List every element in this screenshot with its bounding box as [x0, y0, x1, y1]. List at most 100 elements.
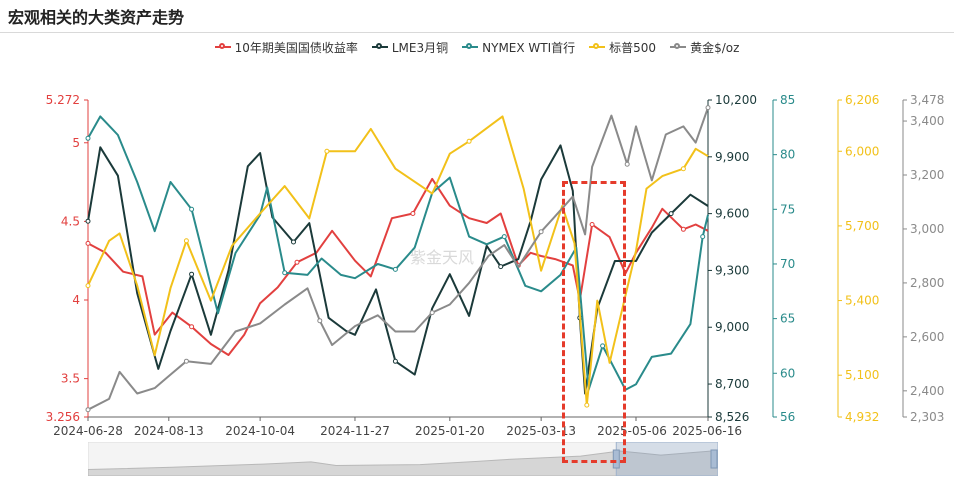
y-tick-label-treasury: 4: [72, 293, 80, 307]
series-point-copper: [85, 218, 91, 224]
x-tick-label: 2024-06-28: [53, 424, 123, 438]
series-point-sp500: [584, 402, 590, 408]
series-point-sp500: [466, 138, 472, 144]
series-point-gold: [705, 105, 711, 111]
y-tick-label-copper: 9,000: [715, 320, 749, 334]
y-tick-label-copper: 8,700: [715, 377, 749, 391]
series-point-gold: [85, 407, 91, 413]
page-title: 宏观相关的大类资产走势: [8, 8, 185, 27]
y-tick-label-wti: 80: [780, 148, 795, 162]
legend-swatch-copper: [371, 43, 388, 49]
y-tick-label-sp500: 4,932: [845, 410, 879, 424]
y-tick-label-wti: 56: [780, 410, 795, 424]
series-point-treasury: [589, 222, 595, 227]
series-point-gold: [183, 358, 189, 364]
zoom-handle-left[interactable]: [612, 449, 620, 469]
series-point-treasury: [294, 259, 300, 265]
zoom-slider[interactable]: [87, 441, 719, 477]
y-tick-label-treasury: 4.5: [61, 214, 80, 228]
legend-label-copper: LME3月铜: [391, 40, 449, 55]
series-point-gold: [317, 318, 323, 324]
y-tick-label-wti: 65: [780, 312, 795, 326]
y-tick-label-gold: 3,000: [910, 222, 944, 236]
legend-item-gold[interactable]: 黄金$/oz: [670, 36, 739, 58]
series-point-sp500: [324, 148, 330, 154]
y-tick-label-treasury: 5.272: [46, 93, 80, 107]
legend-swatch-sp500: [589, 43, 606, 49]
legend-swatch-wti: [462, 43, 479, 49]
y-tick-label-sp500: 6,000: [845, 144, 879, 158]
series-point-gold: [429, 310, 435, 316]
y-tick-label-wti: 60: [780, 366, 795, 380]
y-tick-label-gold: 3,478: [910, 93, 944, 107]
series-point-treasury: [410, 211, 416, 216]
y-tick-label-sp500: 5,100: [845, 368, 879, 382]
series-point-wti: [501, 234, 507, 240]
y-tick-label-copper: 9,600: [715, 207, 749, 221]
y-tick-label-sp500: 6,206: [845, 93, 879, 107]
legend-label-sp500: 标普500: [609, 40, 657, 55]
series-point-wti: [189, 206, 195, 212]
series-point-copper: [498, 264, 504, 270]
series-point-wti: [600, 343, 606, 349]
legend-item-copper[interactable]: LME3月铜: [371, 36, 449, 58]
series-point-treasury: [680, 226, 686, 232]
legend-item-wti[interactable]: NYMEX WTI首行: [462, 36, 575, 58]
series-point-wti: [392, 266, 398, 272]
y-tick-label-gold: 2,800: [910, 276, 944, 290]
legend-item-treasury[interactable]: 10年期美国国债收益率: [214, 36, 358, 58]
x-tick-label: 2025-03-13: [506, 424, 576, 438]
legend-label-wti: NYMEX WTI首行: [482, 40, 576, 55]
y-tick-label-gold: 2,303: [910, 410, 944, 424]
y-tick-label-treasury: 3.5: [61, 372, 80, 386]
highlight-dashed-box: [561, 181, 626, 463]
y-tick-label-copper: 10,200: [715, 93, 757, 107]
series-point-sp500: [85, 283, 91, 289]
x-tick-label: 2025-06-16: [672, 424, 742, 438]
y-tick-label-gold: 2,600: [910, 330, 944, 344]
x-tick-label: 2024-10-04: [225, 424, 295, 438]
chart-legend: 10年期美国国债收益率 LME3月铜 NYMEX WTI首行 标普500 黄金$/oz: [0, 36, 954, 58]
y-tick-label-copper: 8,526: [715, 410, 749, 424]
series-point-copper: [668, 211, 674, 217]
y-tick-label-wti: 75: [780, 202, 795, 216]
y-tick-label-gold: 2,400: [910, 384, 944, 398]
series-point-copper: [392, 358, 398, 364]
legend-item-sp500[interactable]: 标普500: [589, 36, 656, 58]
y-tick-label-treasury: 3.256: [46, 410, 80, 424]
y-tick-label-sp500: 5,700: [845, 219, 879, 233]
series-point-wti: [85, 135, 91, 141]
series-point-gold: [538, 229, 544, 235]
legend-swatch-gold: [670, 43, 687, 49]
series-point-copper: [291, 239, 296, 245]
series-point-wti: [700, 234, 706, 240]
series-point-treasury: [189, 324, 195, 330]
legend-swatch-treasury: [214, 43, 231, 49]
series-point-treasury: [85, 240, 91, 246]
legend-label-treasury: 10年期美国国债收益率: [234, 40, 358, 55]
y-tick-label-treasury: 5: [72, 136, 80, 150]
x-tick-label: 2025-05-06: [597, 424, 667, 438]
series-point-gold: [624, 161, 630, 167]
y-tick-label-copper: 9,900: [715, 150, 749, 164]
legend-label-gold: 黄金$/oz: [690, 40, 740, 55]
y-tick-label-wti: 85: [780, 93, 795, 107]
series-line-wti: [87, 115, 709, 391]
series-point-wti: [282, 270, 288, 276]
zoom-overview: [87, 441, 719, 477]
zoom-handle-right[interactable]: [710, 449, 718, 469]
y-tick-label-gold: 3,400: [910, 114, 944, 128]
series-point-sp500: [183, 238, 189, 244]
y-tick-label-copper: 9,300: [715, 263, 749, 277]
y-tick-label-gold: 3,200: [910, 168, 944, 182]
x-tick-label: 2024-11-27: [320, 424, 390, 438]
title-divider: [0, 32, 954, 33]
x-tick-label: 2024-08-13: [134, 424, 204, 438]
y-tick-label-sp500: 5,400: [845, 294, 879, 308]
zoom-selection[interactable]: [615, 441, 719, 477]
series-line-sp500: [87, 115, 709, 407]
zoom-overview-area: [87, 449, 719, 477]
x-tick-label: 2025-01-20: [415, 424, 485, 438]
watermark-text: 紫金天风: [410, 248, 475, 267]
